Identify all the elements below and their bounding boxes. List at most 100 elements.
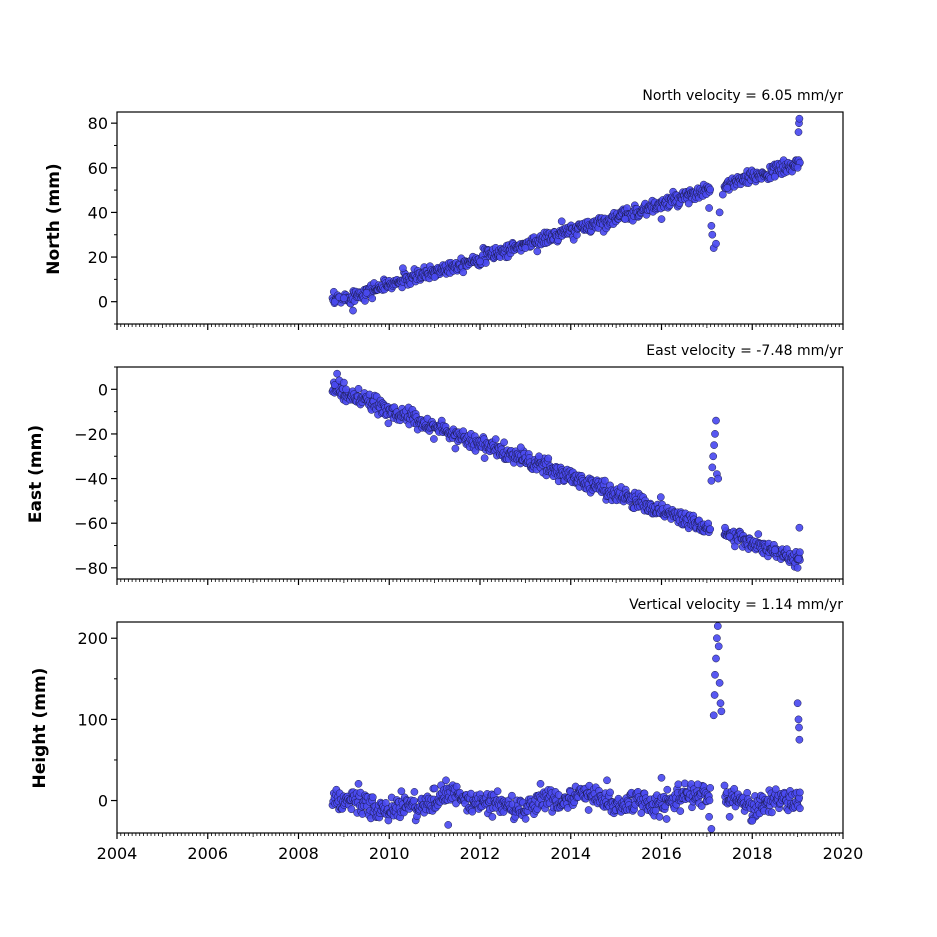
xtick-label: 2012 <box>460 844 501 863</box>
height-data-point <box>536 779 545 788</box>
height-data-point <box>444 821 453 829</box>
east-ytick-label: −40 <box>74 470 108 489</box>
height-data-point <box>705 812 713 821</box>
height-scatter-points <box>328 622 804 833</box>
east-data-point <box>711 430 719 438</box>
height-data-point <box>748 816 757 825</box>
height-data-point <box>430 784 439 793</box>
height-data-point <box>715 679 724 687</box>
east-data-point <box>601 476 609 485</box>
east-data-point <box>793 563 802 572</box>
height-data-point <box>655 813 664 821</box>
height-data-point <box>796 804 804 813</box>
height-ytick-label: 0 <box>98 792 108 811</box>
height-ytick-label: 200 <box>77 629 108 648</box>
east-data-point <box>731 542 739 551</box>
height-data-point <box>795 735 804 744</box>
east-y-axis-label: East (mm) <box>26 425 46 523</box>
east-data-point <box>333 369 341 378</box>
height-data-point <box>706 784 715 792</box>
east-data-point <box>451 444 460 453</box>
north-data-point <box>712 239 720 248</box>
east-data-point <box>708 463 717 472</box>
north-data-point <box>715 208 724 217</box>
height-data-point <box>410 788 419 796</box>
north-data-point <box>340 294 348 303</box>
east-data-point <box>500 438 508 447</box>
height-data-point <box>442 776 450 785</box>
east-ytick-label: −60 <box>74 514 108 533</box>
east-data-point <box>706 525 715 534</box>
east-data-point <box>430 435 438 443</box>
east-data-point <box>725 532 734 541</box>
north-data-point <box>521 244 530 252</box>
height-data-point <box>711 670 719 679</box>
east-data-point <box>384 419 393 428</box>
xtick-label: 2016 <box>641 844 682 863</box>
height-data-point <box>795 723 803 732</box>
east-data-point <box>342 385 350 394</box>
height-data-point <box>603 776 611 785</box>
north-data-point <box>430 273 439 281</box>
east-data-point <box>656 493 665 501</box>
xtick-label: 2018 <box>732 844 773 863</box>
east-ytick-label: −20 <box>74 425 108 444</box>
height-ytick-label: 100 <box>77 710 108 729</box>
north-data-point <box>349 306 357 315</box>
east-data-point <box>535 452 543 461</box>
north-data-point <box>684 199 693 208</box>
height-data-point <box>712 654 720 663</box>
height-data-point <box>521 815 530 823</box>
north-ytick-label: 40 <box>88 203 108 222</box>
height-data-point <box>697 802 706 810</box>
east-data-point <box>754 530 763 538</box>
height-data-point <box>347 805 356 814</box>
height-data-point <box>663 785 672 794</box>
height-data-point <box>662 815 671 823</box>
xtick-label: 2014 <box>550 844 591 863</box>
height-data-point <box>705 796 714 805</box>
east-data-point <box>795 523 804 532</box>
east-data-point <box>794 555 803 563</box>
east-data-point <box>721 523 729 532</box>
north-data-point <box>707 221 716 230</box>
height-data-point <box>488 813 497 821</box>
height-data-point <box>796 788 804 797</box>
north-data-point <box>362 288 371 297</box>
height-data-point <box>468 807 477 816</box>
height-data-point <box>725 812 734 821</box>
north-ytick-label: 20 <box>88 248 108 267</box>
height-data-point <box>674 780 683 789</box>
east-data-point <box>480 454 489 462</box>
height-data-point <box>676 807 685 815</box>
north-data-point <box>399 264 407 273</box>
north-scatter-points <box>328 114 804 315</box>
east-data-point <box>707 476 716 485</box>
north-data-point <box>621 215 630 223</box>
east-panel: East velocity = -7.48 mm/yr East (mm) 0 −… <box>26 343 844 585</box>
height-data-point <box>717 707 726 716</box>
east-data-point <box>714 474 723 483</box>
east-ytick-label: 0 <box>98 380 108 399</box>
east-data-point <box>709 452 718 461</box>
xtick-label: 2010 <box>369 844 410 863</box>
height-data-point <box>730 784 739 793</box>
east-scatter-points <box>328 369 804 572</box>
xtick-label: 2008 <box>278 844 319 863</box>
north-panel-title: North velocity = 6.05 mm/yr <box>642 88 843 104</box>
north-ytick-label: 0 <box>98 293 108 312</box>
height-data-point <box>714 642 723 651</box>
north-data-point <box>795 114 804 123</box>
height-data-point <box>707 825 716 833</box>
north-data-point <box>718 190 727 199</box>
height-data-point <box>354 779 363 788</box>
height-data-point <box>713 622 722 630</box>
east-data-point <box>516 443 525 452</box>
north-data-point <box>771 172 779 181</box>
east-ytick-label: −80 <box>74 559 108 578</box>
north-y-axis-label: North (mm) <box>44 163 64 274</box>
north-data-point <box>657 215 666 223</box>
north-data-point <box>476 257 484 266</box>
height-data-point <box>368 793 377 802</box>
north-data-point <box>557 217 566 226</box>
